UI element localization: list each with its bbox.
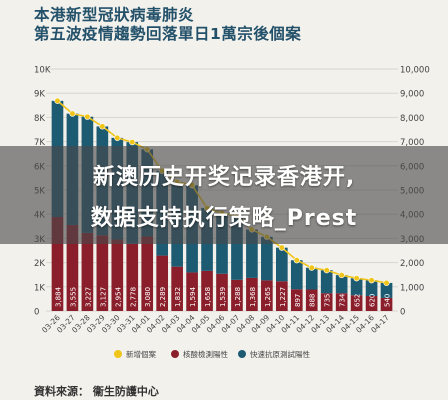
bar-data-label: 3,227 xyxy=(84,287,92,307)
bar-data-label: 734 xyxy=(339,293,347,307)
bar-data-label: 1,288 xyxy=(234,287,242,307)
new-cases-point xyxy=(279,245,285,251)
banner-text-line1: 新澳历史开奖记录香港开, xyxy=(0,159,448,191)
legend-swatch xyxy=(114,350,122,358)
new-cases-point xyxy=(55,98,61,104)
bar-rapid xyxy=(306,268,318,290)
right-tick-label: 0 xyxy=(400,308,405,318)
bar-data-label: 540 xyxy=(384,294,392,307)
bar-data-label: 3,080 xyxy=(144,287,152,307)
data-source: 資料來源： 衞生防護中心 xyxy=(34,383,159,399)
left-tick-label: 2K xyxy=(34,259,45,269)
new-cases-point xyxy=(339,272,345,278)
new-cases-point xyxy=(85,114,91,120)
left-tick-label: 1K xyxy=(34,283,45,293)
right-tick-label: 2,000 xyxy=(400,259,424,269)
legend: 新增個案 核酸檢測陽性 快速抗原測試陽性 xyxy=(114,349,310,359)
new-cases-point xyxy=(324,267,330,273)
new-cases-point xyxy=(70,111,76,117)
bar-data-label: 2,954 xyxy=(114,286,122,307)
bar-rapid xyxy=(291,260,303,289)
bar-data-label: 1,658 xyxy=(204,287,212,307)
new-cases-point xyxy=(369,277,375,283)
legend-label: 核酸檢測陽性 xyxy=(183,349,228,359)
new-cases-point xyxy=(115,135,121,141)
bar-data-label: 620 xyxy=(369,294,377,307)
bar-data-label: 1,265 xyxy=(264,287,272,307)
bar-data-label: 3,127 xyxy=(99,287,107,307)
bar-rapid xyxy=(276,248,288,282)
new-cases-point xyxy=(309,265,315,271)
legend-label: 快速抗原測試陽性 xyxy=(250,349,310,359)
bar-data-label: 897 xyxy=(294,294,302,307)
bar-data-label: 2,289 xyxy=(159,287,167,307)
bar-data-label: 3,555 xyxy=(69,287,77,307)
right-tick-label: 9,000 xyxy=(400,90,424,100)
bar-data-label: 652 xyxy=(354,294,362,307)
left-tick-label: 8K xyxy=(34,114,45,124)
x-axis: 03-2603-2703-2803-2903-3003-3104-0104-02… xyxy=(40,313,391,335)
right-tick-label: 8,000 xyxy=(400,114,424,124)
new-cases-point xyxy=(294,257,300,263)
bar-data-label: 1,368 xyxy=(249,287,257,307)
new-cases-point xyxy=(384,280,390,286)
bar-data-label: 2,778 xyxy=(129,287,137,307)
bar-data-label: 735 xyxy=(324,294,332,307)
left-tick-label: 0 xyxy=(34,308,39,318)
bar-data-label: 1,227 xyxy=(279,287,287,307)
right-tick-label: 1,000 xyxy=(400,283,424,293)
left-tick-label: 10K xyxy=(34,66,51,76)
legend-label: 新增個案 xyxy=(126,349,156,359)
new-cases-point xyxy=(129,139,135,145)
bar-rapid xyxy=(321,270,333,293)
new-cases-point xyxy=(100,124,106,130)
legend-swatch xyxy=(238,350,246,358)
bar-data-label: 888 xyxy=(309,294,317,307)
bar-data-label: 1,539 xyxy=(219,287,227,307)
bar-data-label: 1,832 xyxy=(174,287,182,307)
bar-data-label: 1,594 xyxy=(189,286,197,307)
banner-text-line2: 数据支持执行策略_Prest xyxy=(0,200,448,232)
right-tick-label: 10,000 xyxy=(400,66,430,76)
left-tick-label: 9K xyxy=(34,90,45,100)
legend-swatch xyxy=(171,350,179,358)
bar-data-label: 3,884 xyxy=(54,286,62,307)
new-cases-point xyxy=(354,275,360,281)
